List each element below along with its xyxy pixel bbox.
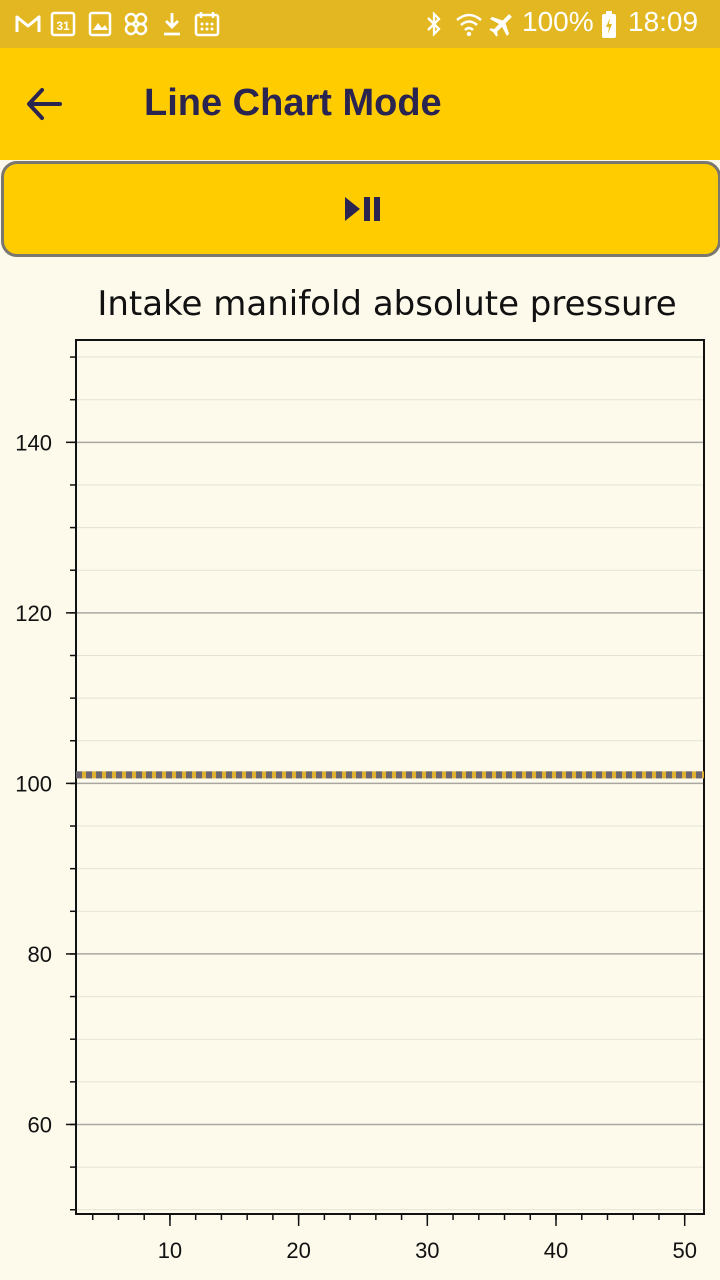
play-pause-button[interactable] — [1, 161, 720, 257]
play-pause-icon — [345, 197, 380, 221]
x-tick-label: 50 — [672, 1238, 696, 1263]
line-chart: 60 80 100 120 140 10 20 30 40 50 — [15, 339, 705, 1263]
bluetooth-icon — [427, 11, 441, 37]
gallery-icon — [88, 11, 112, 37]
arrow-left-icon — [27, 88, 62, 120]
y-tick-label: 140 — [15, 430, 52, 455]
status-bar: 31 100% 18:09 — [0, 0, 720, 48]
pinwheel-icon — [124, 12, 148, 36]
svg-text:31: 31 — [56, 19, 70, 33]
battery-percent: 100% — [522, 6, 594, 37]
x-tick-label: 20 — [286, 1238, 310, 1263]
x-tick-label: 30 — [415, 1238, 439, 1263]
x-tick-label: 10 — [158, 1238, 182, 1263]
y-tick-label: 60 — [28, 1112, 52, 1137]
battery-charging-icon — [602, 11, 616, 38]
clock: 18:09 — [628, 6, 699, 37]
calendar-grid-icon — [194, 12, 220, 37]
app-bar: Line Chart Mode — [0, 48, 720, 160]
wifi-icon — [456, 13, 482, 37]
y-tick-label: 120 — [15, 601, 52, 626]
download-icon — [164, 13, 180, 36]
airplane-icon — [489, 14, 512, 37]
calendar-icon: 31 — [50, 11, 76, 37]
chart-area: Intake manifold absolute pressure 60 80 10… — [0, 260, 720, 1280]
chart-title: Intake manifold absolute pressure — [97, 284, 677, 324]
page-title: Line Chart Mode — [144, 82, 442, 124]
y-tick-label: 80 — [28, 942, 52, 967]
gmail-icon — [15, 15, 41, 32]
back-button[interactable] — [20, 80, 76, 128]
x-tick-label: 40 — [544, 1238, 568, 1263]
y-tick-label: 100 — [15, 771, 52, 796]
